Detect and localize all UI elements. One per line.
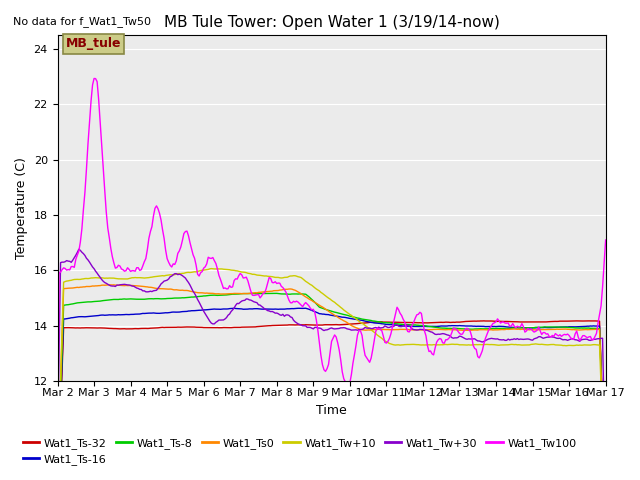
Text: MB_tule: MB_tule	[66, 37, 121, 50]
X-axis label: Time: Time	[316, 404, 347, 417]
Legend: Wat1_Ts-32, Wat1_Ts-16, Wat1_Ts-8, Wat1_Ts0, Wat1_Tw+10, Wat1_Tw+30, Wat1_Tw100: Wat1_Ts-32, Wat1_Ts-16, Wat1_Ts-8, Wat1_…	[19, 433, 581, 469]
Title: MB Tule Tower: Open Water 1 (3/19/14-now): MB Tule Tower: Open Water 1 (3/19/14-now…	[164, 15, 499, 30]
Y-axis label: Temperature (C): Temperature (C)	[15, 157, 28, 259]
Text: No data for f_Wat1_Tw50: No data for f_Wat1_Tw50	[13, 16, 151, 27]
